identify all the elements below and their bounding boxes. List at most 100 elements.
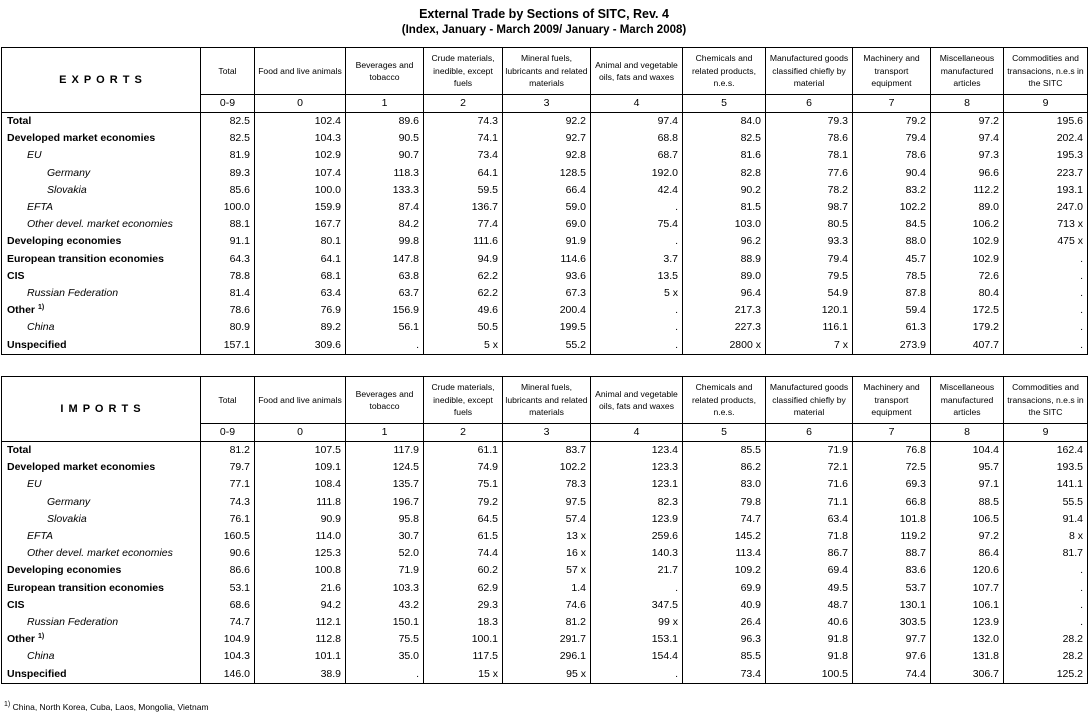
cell: 89.0	[930, 198, 1004, 217]
cell: 306.7	[930, 665, 1004, 684]
cell: 68.1	[254, 267, 346, 285]
cell: 86.6	[200, 562, 255, 580]
row-label-text: Total	[7, 115, 32, 128]
cell: 72.1	[765, 459, 853, 477]
data-row: Other 1) 104.9 112.8 75.5 100.1 291.7 153.1 96.…	[1, 631, 1088, 649]
data-row: Slovakia 76.1 90.9 95.8 64.5 57.4 123.9 74.7 63.…	[1, 510, 1088, 528]
header-row: I M P O R T S Total Food and live animals B…	[1, 376, 1088, 442]
row-label: Germany	[1, 164, 201, 182]
cell: 130.1	[852, 596, 931, 614]
cell: 74.1	[423, 130, 503, 148]
cell: 48.7	[765, 596, 853, 614]
cell: 145.2	[682, 527, 766, 546]
cell: 101.1	[254, 648, 346, 666]
column-header: Mineral fuels, lubricants and related ma…	[502, 47, 591, 95]
column-code: 4	[590, 423, 683, 442]
cell: 88.9	[682, 250, 766, 268]
cell: 156.9	[345, 302, 424, 320]
cell: 146.0	[200, 665, 255, 684]
row-label: Unspecified	[1, 665, 201, 684]
cell: 82.8	[682, 164, 766, 182]
cell: 69.9	[682, 579, 766, 597]
title: External Trade by Sections of SITC, Rev.…	[419, 7, 669, 21]
cell: 75.4	[590, 216, 683, 234]
row-label: EFTA	[1, 198, 201, 217]
cell: 100.0	[200, 198, 255, 217]
cell: 91.1	[200, 233, 255, 251]
row-label-text: Total	[7, 444, 32, 457]
cell: 160.5	[200, 527, 255, 546]
cell: 100.8	[254, 562, 346, 580]
cell: 223.7	[1003, 164, 1088, 182]
cell: 123.3	[590, 459, 683, 477]
cell: 97.6	[852, 648, 931, 666]
data-row: Developing economies 86.6 100.8 71.9 60.2 57 …	[1, 562, 1088, 580]
cell: 78.2	[765, 181, 853, 199]
cell: 90.7	[345, 147, 424, 165]
cell: 97.3	[930, 147, 1004, 165]
cell: .	[1003, 562, 1088, 580]
row-label: EFTA	[1, 527, 201, 546]
cell: 99.8	[345, 233, 424, 251]
cell: 50.5	[423, 319, 503, 337]
row-label-text: Other	[7, 633, 36, 646]
cell: 112.2	[930, 181, 1004, 199]
cell: 92.2	[502, 112, 591, 131]
cell: 108.4	[254, 476, 346, 494]
cell: 71.6	[765, 476, 853, 494]
cell: 113.4	[682, 545, 766, 563]
cell: 76.9	[254, 302, 346, 320]
cell: 102.4	[254, 112, 346, 131]
column-code: 9	[1003, 94, 1088, 113]
cell: 78.6	[200, 302, 255, 320]
cell: 94.2	[254, 596, 346, 614]
cell: 89.3	[200, 164, 255, 182]
row-label: European transition economies	[1, 579, 201, 597]
cell: 81.6	[682, 147, 766, 165]
row-label-text: EU	[27, 478, 42, 491]
cell: .	[1003, 336, 1088, 355]
cell: 78.5	[852, 267, 931, 285]
cell: 57.4	[502, 510, 591, 528]
cell: .	[1003, 267, 1088, 285]
cell: 69.4	[765, 562, 853, 580]
footnote: 1) China, North Korea, Cuba, Laos, Mongo…	[4, 701, 209, 712]
cell: 90.9	[254, 510, 346, 528]
column-code: 7	[852, 94, 931, 113]
cell: 28.2	[1003, 648, 1088, 666]
row-label-text: Other devel. market economies	[27, 218, 173, 231]
cell: 71.1	[765, 493, 853, 511]
cell: 202.4	[1003, 130, 1088, 148]
column-header: Machinery and transport equipment	[852, 376, 931, 424]
cell: .	[590, 579, 683, 597]
cell: 111.8	[254, 493, 346, 511]
cell: 84.5	[852, 216, 931, 234]
column-header: Machinery and transport equipment	[852, 47, 931, 95]
cell: 3.7	[590, 250, 683, 268]
cell: 76.1	[200, 510, 255, 528]
cell: 96.3	[682, 631, 766, 649]
cell: 62.9	[423, 579, 503, 597]
row-label: CIS	[1, 267, 201, 285]
cell: 111.6	[423, 233, 503, 251]
cell: 95 x	[502, 665, 591, 684]
footnote-text: China, North Korea, Cuba, Laos, Mongolia…	[12, 702, 209, 712]
row-note: 1)	[37, 304, 45, 312]
row-label: Russian Federation	[1, 613, 201, 632]
cell: 69.3	[852, 476, 931, 494]
cell: 101.8	[852, 510, 931, 528]
cell: 124.5	[345, 459, 424, 477]
cell: 42.4	[590, 181, 683, 199]
cell: 102.9	[254, 147, 346, 165]
cell: 85.5	[682, 441, 766, 460]
data-row: Developed market economies 79.7 109.1 124.5…	[1, 459, 1088, 477]
cell: 83.6	[852, 562, 931, 580]
cell: 73.4	[682, 665, 766, 684]
row-label: China	[1, 319, 201, 337]
column-code: 0-9	[200, 423, 255, 442]
cell: 74.3	[423, 112, 503, 131]
data-row: Germany 74.3 111.8 196.7 79.2 97.5 82.3 79.8 71.…	[1, 493, 1088, 511]
column-header: Manufactured goods classified chiefly by…	[765, 376, 853, 424]
cell: 71.9	[765, 441, 853, 460]
cell: 140.3	[590, 545, 683, 563]
